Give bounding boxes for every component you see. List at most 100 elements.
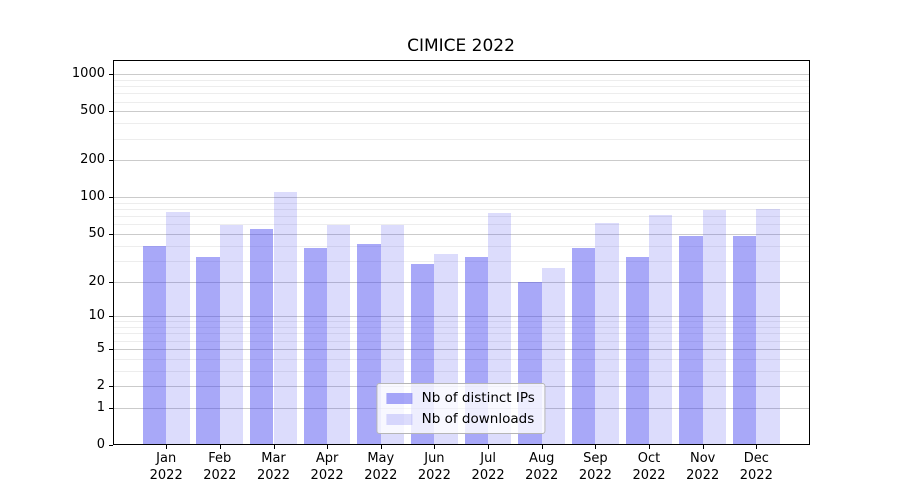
x-tick-mark xyxy=(273,445,275,449)
bar-distinct-ips-oct xyxy=(625,257,649,445)
x-tick-label-may: May 2022 xyxy=(364,451,398,483)
y-gridline-major xyxy=(112,316,810,318)
bar-downloads-aug xyxy=(541,268,566,445)
y-gridline-minor xyxy=(112,245,810,247)
bar-downloads-sep xyxy=(595,222,619,445)
y-tick-label: 5 xyxy=(96,340,105,356)
x-tick-label-feb: Feb 2022 xyxy=(203,451,237,483)
y-tick-label: 1 xyxy=(96,399,105,415)
x-tick-label-oct: Oct 2022 xyxy=(632,451,666,483)
x-tick-mark xyxy=(327,445,329,449)
plot-area: Nb of distinct IPs Nb of downloads xyxy=(112,60,810,445)
bar-downloads-apr xyxy=(327,225,351,445)
y-gridline-major xyxy=(112,233,810,235)
y-tick-label: 50 xyxy=(88,225,105,241)
bar-distinct-ips-feb xyxy=(196,257,220,445)
y-tick-label: 10 xyxy=(88,308,105,324)
x-tick-label-jun: Jun 2022 xyxy=(417,451,451,483)
legend-label-downloads: Nb of downloads xyxy=(421,411,535,427)
y-tick-label: 20 xyxy=(88,273,105,289)
y-tick-mark xyxy=(108,111,113,113)
x-tick-mark xyxy=(541,445,543,449)
y-tick-label: 500 xyxy=(80,103,105,119)
chart-title: CIMICE 2022 xyxy=(407,36,515,56)
x-tick-mark xyxy=(434,445,436,449)
x-tick-label-jul: Jul 2022 xyxy=(471,451,505,483)
y-gridline-minor xyxy=(112,123,810,125)
y-gridline-minor xyxy=(112,327,810,328)
y-gridline-minor xyxy=(112,358,810,360)
y-tick-mark xyxy=(108,160,113,162)
y-gridline-minor xyxy=(112,340,810,342)
y-tick-label: 200 xyxy=(80,152,105,168)
bar-distinct-ips-mar xyxy=(250,228,274,445)
x-tick-mark xyxy=(756,445,758,449)
bar-downloads-jan xyxy=(166,211,190,445)
bar-distinct-ips-may xyxy=(357,244,381,445)
y-gridline-minor xyxy=(112,86,810,87)
y-gridline-minor xyxy=(112,260,810,262)
legend-item-downloads: Nb of downloads xyxy=(386,411,535,427)
x-tick-mark xyxy=(702,445,704,449)
y-tick-mark xyxy=(108,348,113,350)
y-tick-label: 1000 xyxy=(71,66,105,82)
bar-distinct-ips-dec xyxy=(732,236,757,445)
y-gridline-minor xyxy=(112,93,810,95)
y-gridline-major xyxy=(112,197,810,199)
x-tick-label-apr: Apr 2022 xyxy=(310,451,344,483)
y-gridline-minor xyxy=(112,79,810,81)
x-tick-label-jan: Jan 2022 xyxy=(149,451,183,483)
y-gridline-minor xyxy=(112,138,810,140)
y-gridline-minor xyxy=(112,370,810,372)
y-tick-label: 2 xyxy=(96,378,105,393)
x-tick-mark xyxy=(380,445,382,449)
x-tick-label-dec: Dec 2022 xyxy=(739,451,773,483)
legend: Nb of distinct IPs Nb of downloads xyxy=(376,383,546,434)
bar-distinct-ips-jan xyxy=(142,245,167,445)
y-tick-label: 0 xyxy=(96,437,105,452)
y-gridline-major xyxy=(112,160,810,162)
bar-downloads-oct xyxy=(649,215,673,445)
x-tick-label-sep: Sep 2022 xyxy=(578,451,612,483)
y-gridline-minor xyxy=(112,224,810,226)
bar-distinct-ips-apr xyxy=(303,248,328,445)
legend-swatch-downloads xyxy=(386,413,413,425)
y-tick-mark xyxy=(108,74,113,76)
y-tick-mark xyxy=(108,386,113,387)
y-tick-mark xyxy=(108,316,113,318)
x-tick-mark xyxy=(488,445,490,449)
y-tick-mark xyxy=(108,233,113,235)
y-gridline-minor xyxy=(112,321,810,323)
legend-item-distinct-ips: Nb of distinct IPs xyxy=(386,390,535,406)
legend-label-distinct-ips: Nb of distinct IPs xyxy=(421,390,535,406)
y-gridline-minor xyxy=(112,209,810,211)
x-tick-mark xyxy=(166,445,168,449)
bar-downloads-feb xyxy=(219,225,244,445)
x-tick-label-aug: Aug 2022 xyxy=(525,451,559,483)
y-gridline-major xyxy=(112,281,810,283)
legend-swatch-distinct-ips xyxy=(386,392,413,404)
y-gridline-minor xyxy=(112,333,810,335)
x-tick-mark xyxy=(219,445,221,449)
y-tick-label: 100 xyxy=(80,189,105,205)
y-tick-mark xyxy=(108,407,113,409)
y-tick-mark xyxy=(108,445,113,446)
y-gridline-minor xyxy=(112,202,810,204)
x-tick-label-mar: Mar 2022 xyxy=(256,451,291,483)
x-tick-mark xyxy=(595,445,597,449)
bar-distinct-ips-sep xyxy=(572,248,596,445)
bar-downloads-mar xyxy=(273,192,297,445)
x-tick-mark xyxy=(649,445,650,449)
y-gridline-major xyxy=(112,74,810,76)
bar-downloads-nov xyxy=(702,210,727,445)
y-gridline-minor xyxy=(112,101,810,103)
y-tick-mark xyxy=(108,281,113,283)
y-gridline-major xyxy=(112,111,810,113)
y-gridline-minor xyxy=(112,216,810,218)
bar-downloads-dec xyxy=(756,209,780,445)
bar-distinct-ips-nov xyxy=(679,236,703,445)
y-tick-mark xyxy=(108,197,113,199)
y-gridline-major xyxy=(112,348,810,350)
x-tick-label-nov: Nov 2022 xyxy=(686,451,720,483)
